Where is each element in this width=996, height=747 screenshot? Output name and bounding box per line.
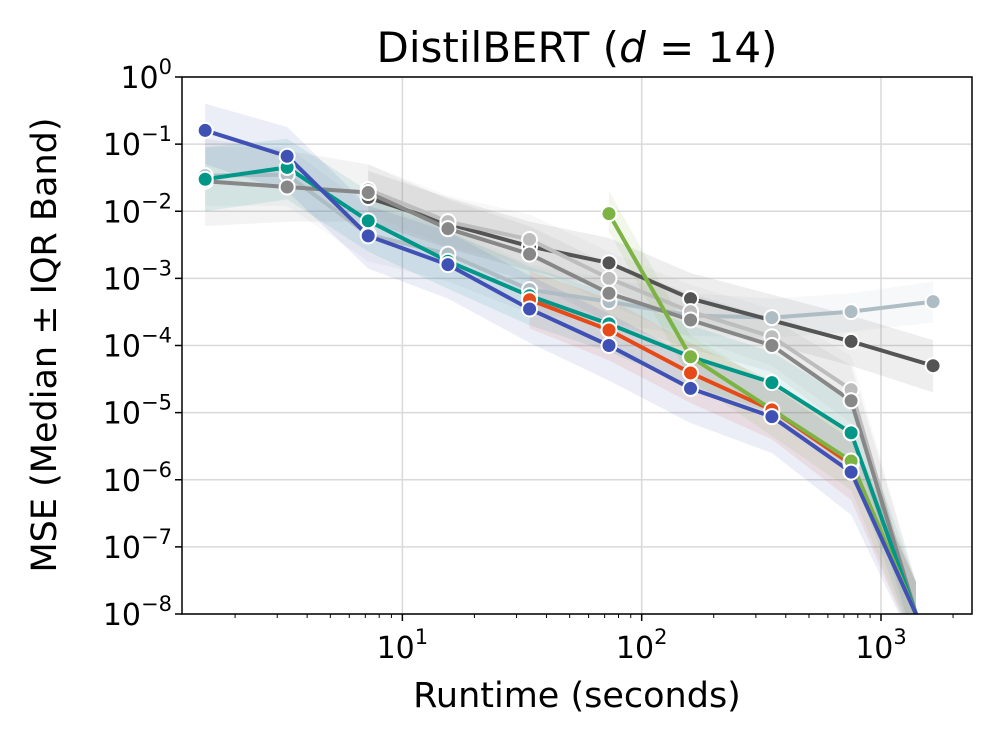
y-tick-label: 10−5 — [103, 391, 172, 432]
y-tick-base: 10 — [103, 598, 141, 633]
x-tick-exponent: 1 — [415, 625, 428, 649]
data-point — [600, 254, 618, 272]
data-point — [359, 212, 377, 230]
y-tick-label: 10−7 — [103, 525, 172, 566]
data-point — [682, 379, 700, 397]
iqr-band-4 — [205, 138, 916, 614]
y-tick-exponent: 0 — [159, 55, 172, 79]
data-point — [521, 245, 539, 263]
y-tick-exponent: −1 — [141, 122, 172, 146]
data-point — [842, 463, 860, 481]
data-point — [682, 311, 700, 329]
y-tick-label: 10−4 — [103, 324, 172, 365]
data-point — [521, 300, 539, 318]
data-point — [600, 337, 618, 354]
chart-title-variable: d — [619, 23, 646, 72]
y-tick-label: 10−1 — [103, 122, 172, 163]
y-tick-exponent: −3 — [141, 256, 172, 280]
data-point — [842, 303, 860, 321]
y-tick-exponent: −8 — [141, 592, 172, 616]
data-point — [924, 293, 942, 311]
x-tick-label: 102 — [616, 625, 668, 666]
series-line-0 — [205, 172, 934, 320]
data-point — [196, 170, 214, 188]
axis-ticks — [175, 76, 954, 621]
x-axis-label: Runtime (seconds) — [413, 676, 741, 716]
series-line-2 — [367, 187, 918, 614]
data-point — [763, 374, 781, 392]
data-point — [521, 230, 539, 248]
data-point — [763, 408, 781, 426]
data-point — [359, 227, 377, 245]
data-point — [278, 147, 296, 165]
data-point — [600, 284, 618, 302]
y-tick-base: 10 — [103, 330, 141, 365]
y-tick-base: 10 — [103, 397, 141, 432]
series-line-7 — [204, 128, 918, 614]
series-markers — [196, 121, 942, 481]
x-tick-label: 101 — [377, 625, 429, 666]
data-point — [600, 269, 618, 287]
data-point — [196, 121, 214, 139]
x-tick-exponent: 3 — [893, 625, 906, 649]
data-point — [924, 357, 942, 375]
iqr-band-0 — [205, 147, 934, 338]
x-tick-labels: 101 102 103 — [377, 625, 907, 666]
iqr-band-7 — [205, 103, 916, 614]
x-tick-exponent: 2 — [654, 625, 667, 649]
data-point — [439, 256, 457, 274]
data-point — [439, 220, 457, 238]
data-point — [359, 184, 377, 202]
series-line-3 — [205, 179, 918, 614]
y-tick-exponent: −4 — [141, 324, 172, 348]
x-tick-base: 10 — [377, 631, 415, 666]
chart-title-suffix: = 14) — [646, 23, 778, 72]
x-tick-base: 10 — [616, 631, 654, 666]
y-tick-exponent: −2 — [141, 189, 172, 213]
data-point — [600, 321, 618, 339]
y-axis-label: MSE (Median ± IQR Band) — [25, 117, 65, 572]
y-tick-base: 10 — [120, 61, 158, 96]
y-tick-base: 10 — [103, 195, 141, 230]
data-point — [842, 392, 860, 410]
chart-title: DistilBERT (d = 14) — [377, 23, 778, 72]
data-point — [278, 178, 296, 196]
data-point — [682, 348, 700, 366]
y-tick-label: 10−3 — [103, 256, 172, 297]
x-tick-label: 103 — [855, 625, 907, 666]
data-point — [842, 424, 860, 442]
y-tick-label: 10−2 — [103, 189, 172, 230]
y-tick-exponent: −6 — [141, 458, 172, 482]
y-tick-exponent: −7 — [141, 525, 172, 549]
iqr-band-2 — [368, 164, 916, 614]
y-tick-exponent: −5 — [141, 391, 172, 415]
data-point — [763, 309, 781, 327]
data-point — [763, 337, 781, 354]
chart-title-prefix: DistilBERT ( — [377, 23, 620, 72]
y-tick-label: 100 — [120, 55, 172, 96]
y-tick-base: 10 — [103, 531, 141, 566]
y-tick-label: 10−6 — [103, 458, 172, 499]
y-tick-base: 10 — [103, 128, 141, 163]
data-point — [842, 332, 860, 350]
data-point — [682, 364, 700, 382]
data-point — [600, 205, 618, 223]
y-tick-base: 10 — [103, 464, 141, 499]
y-tick-label: 10−8 — [103, 592, 172, 633]
y-tick-base: 10 — [103, 262, 141, 297]
x-tick-base: 10 — [855, 631, 893, 666]
